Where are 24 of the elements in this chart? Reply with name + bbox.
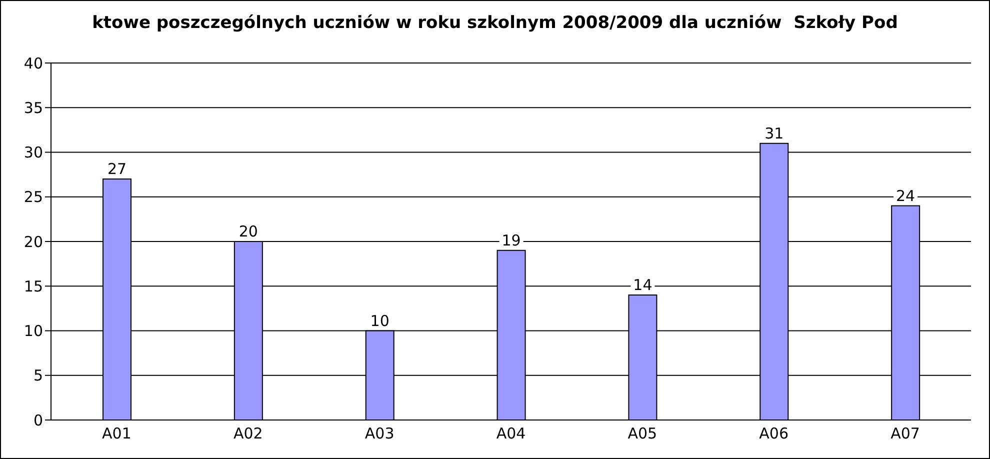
y-tick-label: 20 xyxy=(24,232,43,251)
data-label: 19 xyxy=(502,231,521,250)
data-label: 24 xyxy=(896,186,916,205)
data-label: 20 xyxy=(238,222,258,240)
x-tick-label: A03 xyxy=(364,424,394,443)
x-tick-label: A04 xyxy=(496,424,526,443)
y-tick-label: 30 xyxy=(24,144,43,162)
data-label: 27 xyxy=(107,160,127,178)
y-tick-label: 10 xyxy=(24,322,43,340)
y-tick-label: 25 xyxy=(24,188,43,206)
data-label: 31 xyxy=(764,124,784,142)
data-label: 10 xyxy=(370,312,390,330)
x-tick-label: A05 xyxy=(628,424,658,443)
chart-title: ktowe poszczególnych uczniów w roku szkolnym 2008/2009 dla uczniów Szkoły Pod xyxy=(91,13,899,33)
data-label: 14 xyxy=(633,276,652,294)
y-tick-label: 5 xyxy=(33,366,43,385)
x-tick-label: A07 xyxy=(890,424,920,443)
y-tick-label: 40 xyxy=(24,54,43,72)
x-tick-label: A02 xyxy=(233,424,263,443)
x-tick-label: A06 xyxy=(759,424,789,443)
y-tick-label: 0 xyxy=(33,411,43,430)
x-tick-label: A01 xyxy=(102,424,132,443)
y-tick-label: 15 xyxy=(24,277,43,296)
y-tick-label: 35 xyxy=(24,98,43,117)
